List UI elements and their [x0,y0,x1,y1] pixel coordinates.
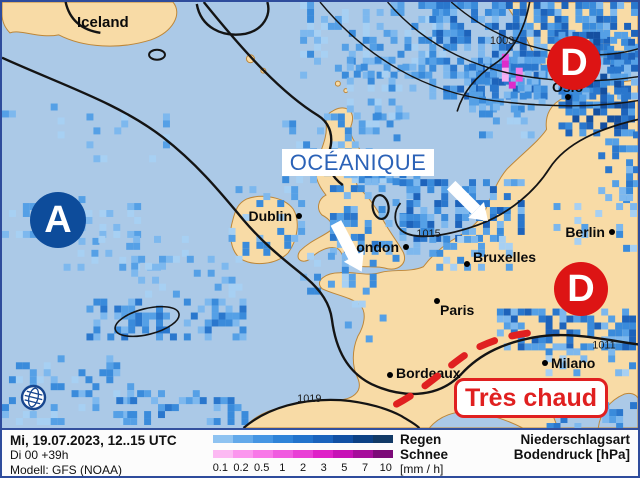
rain-caption: Regen [400,432,442,447]
low-pressure-marker-oslo: D [547,36,601,90]
city-label-bordeaux: Bordeaux [396,365,461,381]
city-label-bruxelles: Bruxelles [473,249,537,265]
rain-color-scale [213,435,393,443]
pressure-label-1019: 1019 [297,393,321,405]
city-dot-bruxelles [464,261,470,267]
unit-caption: [mm / h] [400,462,444,476]
isobar-labels: 1003 1015 1019 1011 [297,35,616,405]
run-info-text: Di 00 +39h [10,448,69,462]
isobar-iceland-2 [195,2,270,36]
airmass-label: OCÉANIQUE [289,149,427,175]
city-label-milano: Milano [551,355,596,371]
map-base-svg: 1003 1015 1019 1011 [2,2,638,428]
city-dot-paris [434,298,440,304]
globe-logo-icon [20,384,47,411]
region-label-iceland: Iceland [77,14,129,31]
city-dot-oslo [565,94,571,100]
low-pressure-letter-germany: D [567,267,595,310]
land-faroe-1 [245,54,255,64]
precip-scale-block: 0.1 0.2 0.5 1 2 3 5 7 10 [213,435,393,474]
scale-caption-block: Regen Schnee [mm / h] [400,432,449,476]
isobar-atlantic-cell [114,305,180,338]
isobar-parallel-2 [387,2,638,82]
city-label-london: London [347,239,399,255]
city-dot-milano [542,360,548,366]
isobar-1015-cell [371,194,390,221]
city-dot-london [403,244,409,250]
airmass-annotation-box: OCÉANIQUE [282,149,434,176]
arrows-overlay-svg [330,180,545,408]
isobar-iceland-1 [64,2,101,35]
high-pressure-letter: A [44,198,72,241]
precip-type-title: Niederschlagsart [520,432,630,447]
heat-annotation-box: Très chaud [454,378,608,418]
legend-titles-block: Niederschlagsart Bodendruck [hPa] [514,432,630,462]
pressure-label-1011: 1011 [592,339,615,351]
white-flow-arrow-1 [330,220,364,272]
map-area: 1003 1015 1019 1011 Iceland Dublin Londo… [2,2,638,428]
isobar-parallel-1 [319,2,638,107]
model-info-block: Mi, 19.07.2023, 12..15 UTC Di 00 +39h Mo… [10,433,177,477]
low-pressure-letter-oslo: D [560,41,588,84]
heat-label: Très chaud [465,383,597,412]
low-pressure-marker-germany: D [554,262,608,316]
snow-caption: Schnee [400,447,449,462]
scale-tick-labels: 0.1 0.2 0.5 1 2 3 5 7 10 [212,462,392,474]
land-shetland-1 [334,80,341,87]
high-pressure-marker: A [30,192,86,248]
model-name-text: Modell: GFS (NOAA) [10,463,123,477]
city-label-dublin: Dublin [248,208,292,224]
legend-footer: Mi, 19.07.2023, 12..15 UTC Di 00 +39h Mo… [2,428,638,476]
isobar-oslo-low [456,2,531,112]
land-iceland [2,2,178,47]
city-label-berlin: Berlin [565,224,605,240]
pressure-label-1015: 1015 [416,228,440,240]
city-dot-bordeaux [387,372,393,378]
white-flow-arrow-2 [446,180,488,221]
city-dot-berlin [609,229,615,235]
pressure-label-1003: 1003 [490,35,514,47]
snow-color-scale [213,450,393,458]
isobar-1019-line [242,398,421,428]
valid-time-text: Mi, 19.07.2023, 12..15 UTC [10,433,177,448]
city-dot-dublin [296,213,302,219]
isobar-iceland-cell [148,48,166,61]
isobar-main-long [2,56,638,396]
isobar-1015-line [394,118,638,238]
city-label-paris: Paris [440,302,475,318]
warm-air-dashed-arrow [393,327,545,408]
pressure-title: Bodendruck [hPa] [513,447,630,462]
